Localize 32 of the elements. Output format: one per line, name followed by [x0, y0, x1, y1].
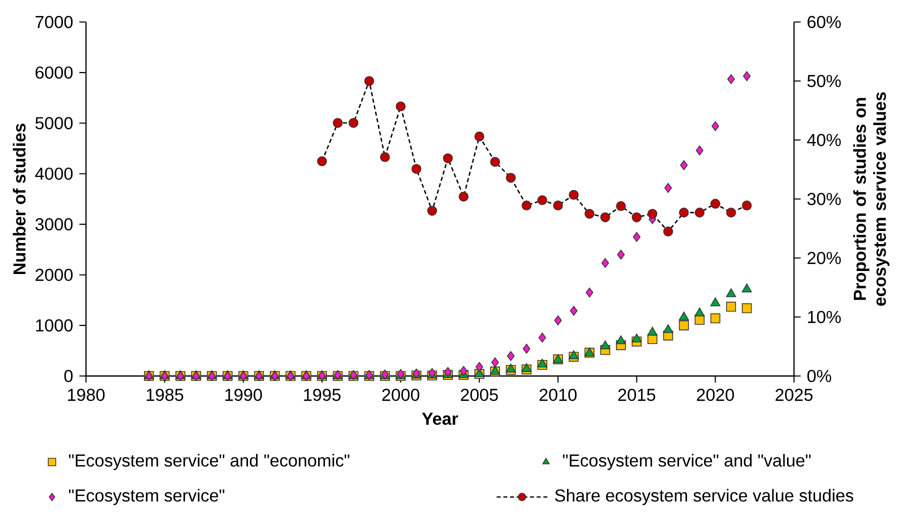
x-tick-label: 2010 — [540, 388, 577, 401]
x-axis-title: Year — [422, 412, 458, 425]
x-tick-label: 2000 — [382, 388, 420, 401]
x-tick-label: 1995 — [304, 388, 341, 401]
x-tick-label: 2020 — [696, 388, 734, 401]
x-tick-label: 1990 — [225, 388, 262, 401]
legend-label: Share ecosystem service value studies — [555, 488, 854, 506]
y-tick-label: 1000 — [36, 319, 73, 332]
y-tick-label: 5000 — [35, 117, 73, 130]
y2-tick-label: 20% — [808, 252, 841, 264]
x-tick-label: 2005 — [460, 388, 498, 401]
legend-label: "Ecosystem service" and "economic" — [69, 454, 350, 470]
x-tick-label: 2025 — [776, 388, 813, 401]
y-tick-label: 4000 — [35, 168, 73, 180]
y2-tick-label: 60% — [808, 16, 841, 28]
y2-tick-label: 0% — [807, 370, 832, 382]
y2-tick-label: 10% — [808, 310, 841, 324]
y2-axis-title: Proportion of studies on ecosystem service values — [853, 92, 890, 306]
legend-label: "Ecosystem service" and "value" — [563, 454, 811, 470]
y2-tick-label: 30% — [807, 192, 841, 206]
y-tick-label: 7000 — [36, 16, 73, 28]
y2-tick-label: 50% — [807, 74, 841, 88]
x-tick-label: 1980 — [68, 388, 105, 401]
y-tick-label: 3000 — [35, 218, 73, 230]
y-tick-label: 6000 — [36, 66, 73, 79]
x-tick-label: 2015 — [618, 388, 656, 401]
y-tick-label: 0 — [64, 370, 73, 382]
y2-tick-label: 40% — [807, 134, 841, 146]
x-tick-label: 1985 — [146, 388, 184, 401]
legend-label: "Ecosystem service" — [69, 488, 224, 506]
y-axis-title: Number of studies — [12, 124, 26, 274]
y-tick-label: 2000 — [36, 268, 73, 281]
